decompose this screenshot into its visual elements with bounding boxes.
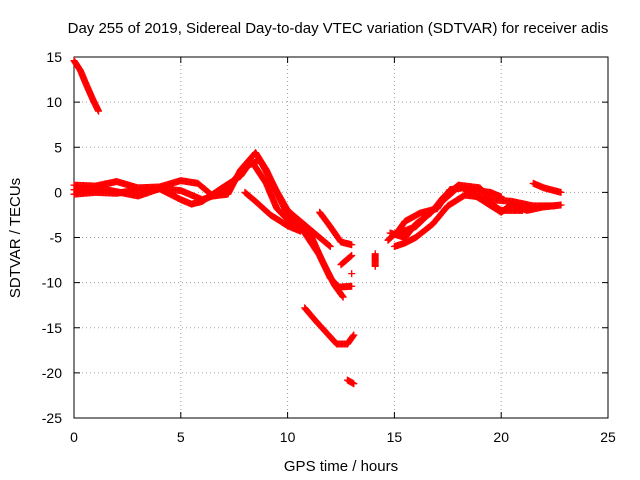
series-s16 xyxy=(529,179,565,196)
grid xyxy=(74,57,608,418)
y-tick-label: 0 xyxy=(54,184,62,200)
y-tick-label: -10 xyxy=(42,275,62,291)
x-tick-label: 25 xyxy=(600,429,616,445)
x-tick-label: 15 xyxy=(387,429,403,445)
data-point xyxy=(350,331,358,339)
chart-title: Day 255 of 2019, Sidereal Day-to-day VTE… xyxy=(68,20,609,37)
x-tick-label: 20 xyxy=(493,429,509,445)
series-s11 xyxy=(371,250,379,270)
series-s15 xyxy=(395,183,505,237)
y-tick-label: 15 xyxy=(46,49,62,65)
data-point xyxy=(371,262,379,270)
data-point xyxy=(339,293,347,301)
data-point xyxy=(557,188,565,196)
data-point xyxy=(95,107,103,115)
y-tick-label: 10 xyxy=(46,94,62,110)
data-point xyxy=(497,193,505,201)
x-tick-label: 5 xyxy=(177,429,185,445)
data-point xyxy=(348,282,356,290)
series-s4 xyxy=(70,156,334,251)
series-s8 xyxy=(348,270,356,278)
data-point xyxy=(325,242,333,250)
data-point xyxy=(557,201,565,209)
data-point xyxy=(348,241,356,249)
data-point xyxy=(338,292,346,300)
series-s5 xyxy=(241,188,304,235)
x-tick-label: 10 xyxy=(280,429,296,445)
axis-ticks: 0 5 10 15 20 25 -25 -20 -15 -10 -5 0 5 10 15 xyxy=(42,49,616,445)
series-s14 xyxy=(390,191,527,251)
x-axis-label: GPS time / hours xyxy=(284,458,398,475)
series-s1 xyxy=(70,57,103,115)
series-s6 xyxy=(316,208,356,249)
series-s10 xyxy=(343,376,358,388)
data-point xyxy=(551,202,559,210)
series-s9 xyxy=(301,304,358,348)
data-point xyxy=(347,252,355,260)
data-point xyxy=(348,252,356,260)
y-tick-label: 5 xyxy=(54,139,62,155)
y-tick-label: -20 xyxy=(42,365,62,381)
data-point xyxy=(326,243,334,251)
series-s2 xyxy=(70,149,356,291)
y-axis-label: SDTVAR / TECUs xyxy=(7,178,24,298)
series-s7 xyxy=(337,252,356,269)
data-point xyxy=(348,270,356,278)
data-point xyxy=(296,227,304,235)
x-tick-label: 0 xyxy=(70,429,78,445)
y-tick-label: -25 xyxy=(42,410,62,426)
y-tick-label: -15 xyxy=(42,320,62,336)
data-points xyxy=(70,57,565,388)
data-point xyxy=(519,206,527,214)
data-point xyxy=(350,380,358,388)
y-tick-label: -5 xyxy=(50,230,63,246)
